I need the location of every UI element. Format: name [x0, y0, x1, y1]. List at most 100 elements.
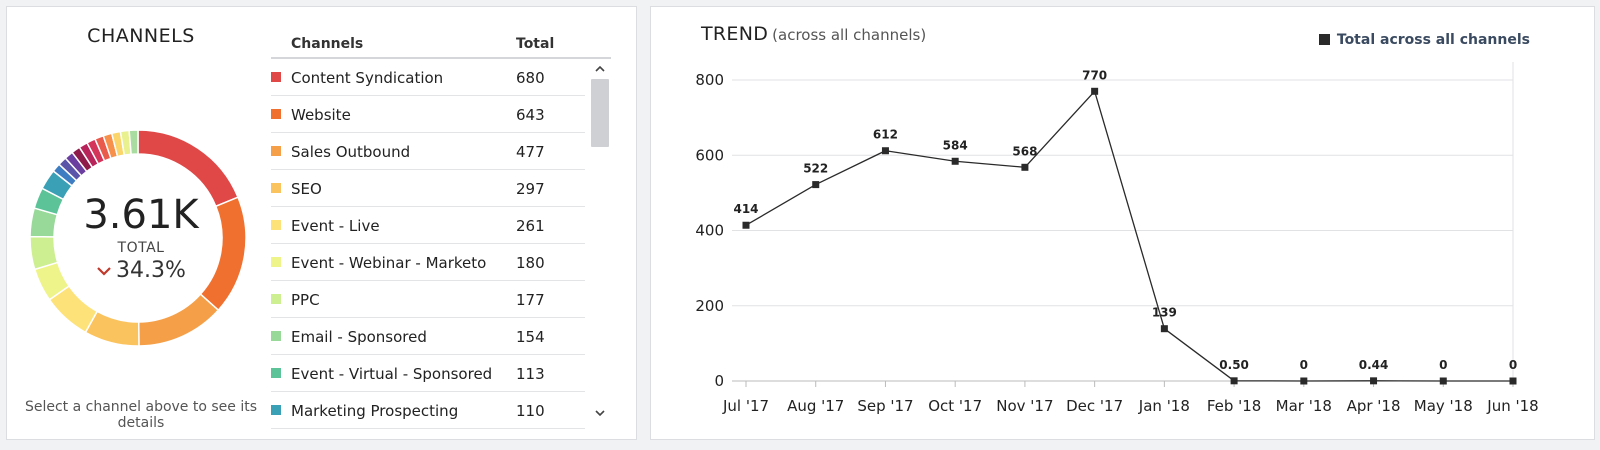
scroll-thumb[interactable]: [591, 79, 609, 147]
channels-donut-chart[interactable]: [22, 122, 254, 354]
x-tick-label: Sep '17: [857, 397, 913, 415]
channel-name: Email - Sponsored: [291, 328, 427, 346]
channel-name: Content Syndication: [291, 69, 444, 87]
data-point[interactable]: [1230, 377, 1238, 385]
trend-line-chart[interactable]: 0 200 400 600 800 Jul '17 Aug '17 Sep '17 Oct '1…: [651, 7, 1594, 439]
x-tick-label: Feb '18: [1207, 397, 1262, 415]
x-tick-label: Mar '18: [1276, 397, 1332, 415]
channel-name: Event - Virtual - Sponsored: [291, 365, 493, 383]
channel-total: 113: [516, 365, 545, 383]
channel-color-swatch: [271, 257, 281, 267]
table-scrollbar[interactable]: [591, 59, 609, 429]
channel-color-swatch: [271, 294, 281, 304]
data-point[interactable]: [742, 221, 750, 229]
total-change: 34.3%: [31, 258, 251, 283]
x-tick-label: Nov '17: [996, 397, 1053, 415]
data-label: 0: [1300, 358, 1308, 372]
channel-total: 154: [516, 328, 545, 346]
channel-color-swatch: [271, 183, 281, 193]
x-tick-label: Jun '18: [1486, 397, 1538, 415]
y-tick-label: 800: [695, 71, 724, 89]
data-point[interactable]: [951, 157, 959, 165]
y-tick-label: 200: [695, 297, 724, 315]
total-label: TOTAL: [117, 240, 165, 256]
data-label: 568: [1012, 144, 1037, 158]
data-point[interactable]: [881, 147, 889, 155]
select-channel-hint: Select a channel above to see its detail…: [24, 399, 258, 431]
channel-name: SEO: [291, 180, 322, 198]
data-point[interactable]: [1370, 377, 1378, 385]
channels-title: CHANNELS: [87, 25, 195, 47]
header-total[interactable]: Total: [516, 36, 555, 52]
table-header: Channels Total: [271, 27, 611, 59]
data-label: 0: [1509, 358, 1517, 372]
data-label: 770: [1082, 68, 1107, 82]
x-tick-label: Jul '17: [722, 397, 769, 415]
data-label: 522: [803, 162, 828, 176]
table-row[interactable]: Content Syndication 680: [271, 59, 585, 96]
data-label: 584: [943, 138, 968, 152]
y-tick-label: 400: [695, 222, 724, 240]
data-point[interactable]: [1300, 377, 1308, 385]
x-tick-label: Apr '18: [1347, 397, 1401, 415]
scroll-down-icon[interactable]: [594, 407, 606, 419]
data-point[interactable]: [1509, 377, 1517, 385]
header-channels[interactable]: Channels: [291, 36, 364, 52]
channel-total: 180: [516, 254, 545, 272]
channel-name: PPC: [291, 291, 320, 309]
data-label: 0.44: [1359, 358, 1389, 372]
channel-name: Marketing Prospecting: [291, 402, 459, 420]
trend-panel: TREND (across all channels) Total across …: [650, 6, 1595, 440]
trend-subtitle: (across all channels): [772, 26, 927, 44]
table-row[interactable]: Sales Outbound 477: [271, 133, 585, 170]
channel-total: 680: [516, 69, 545, 87]
table-row[interactable]: PPC 177: [271, 281, 585, 318]
donut-slice[interactable]: [128, 129, 139, 156]
x-tick-label: Dec '17: [1066, 397, 1123, 415]
data-label: 612: [873, 128, 898, 142]
change-value: 34.3%: [116, 258, 186, 283]
table-row[interactable]: Email - Sponsored 154: [271, 318, 585, 355]
channels-table: Channels Total Content Syndication 680 Web…: [265, 27, 623, 437]
table-row[interactable]: Event - Virtual - Sponsored 113: [271, 355, 585, 392]
y-tick-label: 600: [695, 146, 724, 164]
chart-legend[interactable]: Total across all channels: [1318, 32, 1530, 48]
data-point[interactable]: [812, 181, 820, 189]
channel-total: 297: [516, 180, 545, 198]
channel-name: Website: [291, 106, 351, 124]
y-tick-label: 0: [714, 372, 724, 390]
series-line[interactable]: [745, 89, 1513, 382]
channel-color-swatch: [271, 405, 281, 415]
chevron-down-icon: [97, 267, 111, 276]
x-tick-label: May '18: [1414, 397, 1473, 415]
table-row[interactable]: Event - Webinar - Marketo 180: [271, 244, 585, 281]
table-row[interactable]: Website 643: [271, 96, 585, 133]
channel-color-swatch: [271, 331, 281, 341]
channel-total: 261: [516, 217, 545, 235]
trend-title-text: TREND: [701, 23, 769, 45]
channel-total: 110: [516, 402, 545, 420]
table-row[interactable]: Event - Live 261: [271, 207, 585, 244]
legend-label: Total across all channels: [1336, 32, 1530, 48]
channel-color-swatch: [271, 109, 281, 119]
channel-color-swatch: [271, 146, 281, 156]
channel-total: 477: [516, 143, 545, 161]
table-row[interactable]: SEO 297: [271, 170, 585, 207]
donut-center: 3.61K TOTAL 34.3%: [31, 192, 251, 283]
data-label: 414: [733, 202, 758, 216]
table-row[interactable]: Marketing Prospecting 110: [271, 392, 585, 429]
data-point[interactable]: [1021, 163, 1029, 171]
x-tick-label: Jan '18: [1138, 397, 1190, 415]
channel-name: Sales Outbound: [291, 143, 411, 161]
scroll-up-icon[interactable]: [594, 63, 606, 75]
data-point[interactable]: [1160, 325, 1168, 333]
channel-color-swatch: [271, 72, 281, 82]
data-label: 139: [1152, 306, 1177, 320]
data-label: 0.50: [1219, 358, 1249, 372]
data-point[interactable]: [1091, 87, 1099, 95]
data-point[interactable]: [1439, 377, 1447, 385]
total-value: 3.61K: [83, 192, 199, 238]
legend-marker: [1318, 34, 1330, 45]
donut-slice[interactable]: [137, 293, 220, 347]
x-tick-label: Oct '17: [928, 397, 982, 415]
